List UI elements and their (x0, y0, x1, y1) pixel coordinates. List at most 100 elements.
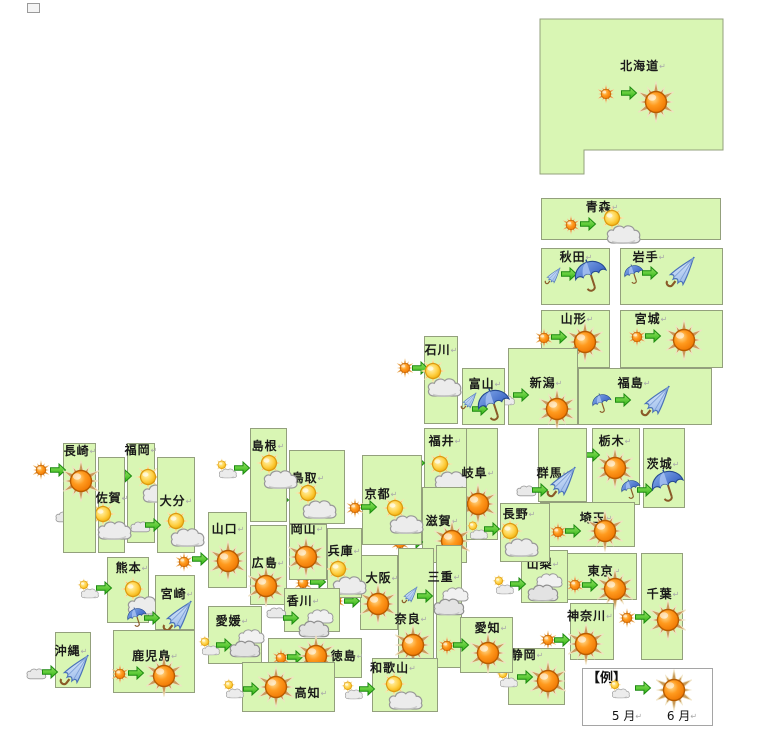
closed-umbrella-icon-okinawa (53, 650, 97, 694)
line-break-mark: ↵ (605, 514, 613, 523)
pref-label-text-ibaraki: 茨城 (646, 457, 673, 471)
pref-label-text-aichi: 愛知 (474, 621, 501, 635)
pref-label-text-hiroshima: 広島 (251, 556, 278, 570)
closed-umbrella-icon-fukushima (634, 381, 678, 425)
umbrella-icon-iwate (622, 263, 646, 287)
sun-icon-chiba (646, 598, 690, 642)
pref-label-oita: 大分↵ (160, 495, 193, 507)
pref-label-yamaguchi: 山口↵ (212, 523, 245, 535)
sun-behind-cloud-icon-hyogo (323, 555, 369, 598)
umbrella-icon-akita (571, 257, 611, 297)
sun-icon-yamagata (534, 328, 554, 348)
line-break-mark: ↵ (487, 469, 495, 478)
pref-block-hiroshima (250, 525, 287, 605)
line-break-mark: ↵ (390, 490, 398, 499)
line-break-mark: ↵ (89, 447, 97, 456)
sun-icon-shizuoka (526, 659, 570, 703)
pref-label-text-miyagi: 宮城 (634, 312, 661, 326)
arrow-icon-wakayama (359, 681, 376, 697)
sun-icon-yamaguchi (206, 539, 250, 583)
pref-label-text-kagawa: 香川 (286, 594, 313, 608)
cloud-icon-kagawa (265, 605, 287, 619)
sun-icon-kyoto (345, 498, 365, 518)
pref-label-ehime: 愛媛↵ (216, 615, 249, 627)
pref-label-text-kanagawa: 神奈川 (567, 609, 607, 623)
sun-behind-cloud-icon-nagano (465, 519, 489, 541)
pref-label-yamagata: 山形↵ (561, 313, 594, 325)
line-break-mark: ↵ (185, 497, 193, 506)
sun-icon-aichi (466, 631, 510, 675)
arrow-icon-kochi (243, 681, 260, 697)
line-break-mark: ↵ (450, 346, 458, 355)
sun-behind-cloud-icon-shimane (254, 449, 300, 492)
pref-label-text-ishikawa: 石川 (424, 343, 451, 357)
pref-label-text-osaka: 大阪 (365, 571, 392, 585)
line-break-mark: ↵ (643, 379, 651, 388)
arrow-icon-legend (635, 680, 652, 696)
arrow-icon-kanagawa (554, 632, 571, 648)
pref-label-tottori: 鳥取↵ (292, 472, 325, 484)
pref-label-fukushima: 福島↵ (618, 377, 651, 389)
pref-label-shimane: 島根↵ (252, 440, 285, 452)
pref-label-text-okinawa: 沖縄 (54, 644, 81, 658)
pref-label-nara: 奈良↵ (395, 613, 428, 625)
line-break-mark: ↵ (451, 517, 459, 526)
pref-label-text-shizuoka: 静岡 (510, 648, 537, 662)
sun-icon-saitama (548, 522, 568, 542)
pref-label-text-kumamoto: 熊本 (115, 561, 142, 575)
pref-label-aichi: 愛知↵ (475, 622, 508, 634)
pref-label-text-yamagata: 山形 (560, 312, 587, 326)
sun-icon-hokkaido (634, 80, 678, 124)
clouds-icon-mie (430, 583, 474, 621)
legend-june-text: 6 月 (666, 709, 691, 723)
clouds-icon-ehime (226, 625, 270, 663)
line-break-mark: ↵ (528, 510, 536, 519)
sun-behind-cloud-icon-kochi (221, 678, 245, 700)
line-break-mark: ↵ (391, 574, 399, 583)
line-break-mark: ↵ (586, 315, 594, 324)
pref-label-mie: 三重↵ (428, 571, 461, 583)
sun-icon-kanagawa (564, 622, 608, 666)
sun-behind-cloud-icon-kyoto (380, 494, 426, 537)
pref-label-text-ehime: 愛媛 (215, 614, 242, 628)
pref-label-text-gunma: 群馬 (536, 466, 563, 480)
umbrella-icon-ibaraki (619, 478, 643, 502)
sun-icon-hokkaido (596, 84, 616, 104)
line-break-mark: ↵ (141, 564, 149, 573)
line-break-mark: ↵ (494, 380, 502, 389)
arrow-icon-kyoto (361, 499, 378, 515)
pref-label-gifu: 岐阜↵ (462, 467, 495, 479)
pref-label-text-gifu: 岐阜 (461, 466, 488, 480)
arrow-icon-niigata (513, 387, 530, 403)
arrow-icon-yamagata (551, 329, 568, 345)
sun-icon-tokyo (593, 567, 637, 611)
arrow-icon-aichi (453, 637, 470, 653)
closed-umbrella-icon-toyama (457, 390, 481, 414)
sun-icon-okayama (284, 535, 328, 579)
pref-label-shiga: 滋賀↵ (426, 515, 459, 527)
line-break-mark: ↵ (606, 612, 613, 621)
sun-icon-osaka (356, 582, 400, 626)
pref-label-nagasaki: 長崎↵ (64, 445, 97, 457)
pref-label-text-fukui: 福井 (428, 434, 455, 448)
arrow-icon-fukushima (615, 392, 632, 408)
arrow-icon-hokkaido (621, 85, 638, 101)
pref-label-kagawa: 香川↵ (287, 595, 320, 607)
line-break-mark: ↵ (80, 647, 88, 656)
line-break-mark: ↵ (320, 689, 328, 698)
sun-icon-nara (391, 623, 435, 667)
line-break-mark: ↵ (611, 203, 619, 212)
pref-block-tokyo (567, 553, 637, 600)
arrow-icon-miyazaki (144, 610, 161, 626)
line-break-mark: ↵ (613, 567, 621, 576)
sun-behind-cloud-icon-kumamoto (118, 575, 164, 618)
object-anchor-placeholder (27, 3, 40, 13)
arrow-icon-chiba (635, 609, 652, 625)
sun-icon-miyagi (662, 318, 706, 362)
line-break-mark: ↵ (241, 617, 249, 626)
pref-label-toyama: 富山↵ (469, 378, 502, 390)
sun-icon-tochigi (593, 446, 637, 490)
pref-label-wakayama: 和歌山↵ (370, 662, 416, 674)
sun-icon-kochi (254, 665, 298, 709)
pref-label-niigata: 新潟↵ (530, 377, 563, 389)
